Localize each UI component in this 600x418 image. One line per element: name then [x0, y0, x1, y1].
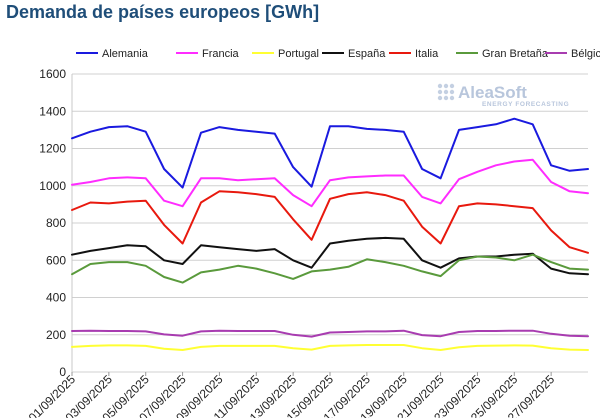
grid	[71, 73, 588, 373]
aleasoft-watermark: AleaSoft ENERGY FORECASTING	[437, 83, 569, 108]
y-tick-label: 1400	[39, 104, 66, 118]
x-axis-ticks: 01/09/202503/09/202505/09/202507/09/2025…	[26, 372, 558, 418]
y-axis-ticks: 0 200 400 600 800 1000 1200 1400 1600	[39, 67, 66, 379]
series-line-italia	[71, 190, 589, 254]
aleasoft-logo-icon	[437, 83, 455, 101]
legend-label: Portugal	[278, 48, 319, 60]
y-tick-label: 400	[46, 291, 66, 305]
y-tick-label: 200	[46, 328, 66, 342]
y-tick-label: 1000	[39, 179, 66, 193]
series-line-gran-breta-a	[71, 253, 589, 284]
y-tick-label: 0	[59, 365, 66, 379]
series-line-b-lgica	[71, 329, 589, 338]
chart-title: Demanda de países europeos [GWh]	[6, 2, 320, 22]
series-line-francia	[71, 158, 589, 208]
legend-label: Italia	[415, 48, 439, 60]
legend-label: España	[348, 48, 386, 60]
series-line-espa-a	[71, 236, 589, 276]
legend-label: Francia	[202, 48, 240, 60]
watermark-sub-text: ENERGY FORECASTING	[482, 101, 569, 108]
legend-label: Gran Bretaña	[482, 48, 549, 60]
series-line-portugal	[71, 344, 589, 351]
series-lines	[71, 117, 589, 351]
y-tick-label: 600	[46, 253, 66, 267]
legend-label: Bélgica	[571, 48, 600, 60]
y-tick-label: 1600	[39, 67, 66, 81]
legend: Alemania Francia Portugal España Italia Gran …	[76, 48, 600, 60]
y-tick-label: 1200	[39, 142, 66, 156]
watermark-main-text: AleaSoft	[458, 83, 527, 102]
legend-label: Alemania	[102, 48, 149, 60]
series-line-alemania	[71, 117, 589, 189]
y-tick-label: 800	[46, 216, 66, 230]
